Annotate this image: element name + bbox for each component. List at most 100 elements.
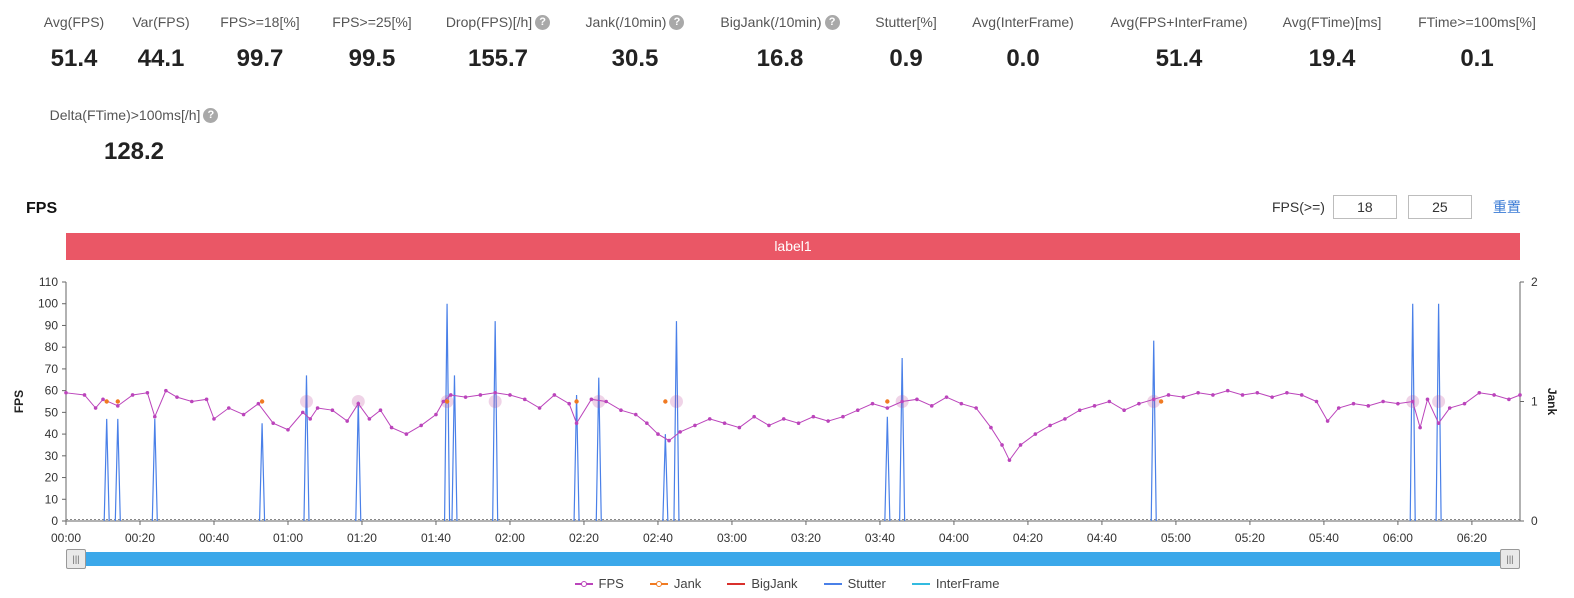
help-icon[interactable]: ?	[203, 107, 219, 123]
fps-point	[1007, 458, 1012, 462]
y-tick-label: 60	[45, 384, 59, 398]
fps-filter-label: FPS(>=)	[1272, 199, 1325, 215]
fps-point	[404, 432, 409, 436]
legend-item[interactable]: BigJank	[727, 576, 798, 591]
fps-point	[441, 399, 446, 404]
metric-value: 51.4	[50, 45, 98, 72]
legend-label: Stutter	[847, 576, 886, 591]
slider-handle-left[interactable]: |||	[66, 549, 86, 569]
metric: Var(FPS) 44.1	[51, 14, 271, 73]
metric: Jank(/10min)? 30.5	[525, 14, 745, 73]
stutter-spike	[303, 375, 310, 522]
fps-point	[767, 423, 771, 428]
metric-label-text: FTime>=100ms[%]	[1418, 14, 1536, 30]
fps-threshold-input-2[interactable]	[1407, 195, 1472, 219]
legend-item[interactable]: FPS	[574, 576, 624, 591]
fps-point	[419, 423, 423, 428]
stutter-spike	[1435, 303, 1442, 522]
fps-point	[1018, 443, 1023, 447]
x-tick-label: 01:20	[347, 531, 377, 545]
legend-label: InterFrame	[935, 576, 1000, 591]
y2-axis-title: Jank	[1545, 388, 1559, 416]
metric-label-text: Stutter[%]	[875, 14, 937, 30]
metric-value: 51.4	[1155, 45, 1203, 72]
y2-tick-label: 1	[1531, 395, 1538, 409]
fps-point	[152, 414, 157, 419]
bigjank-highlight	[1432, 395, 1446, 408]
metric: FPS>=25[%] 99.5	[262, 14, 482, 73]
stutter-spike	[114, 418, 121, 522]
help-icon[interactable]: ?	[824, 14, 840, 30]
fps-point	[841, 414, 845, 419]
fps-point	[1137, 401, 1141, 406]
fps-point	[1436, 421, 1441, 426]
y-tick-label: 110	[39, 275, 58, 289]
slider-handle-right[interactable]: |||	[1500, 549, 1520, 569]
fps-point	[944, 395, 949, 399]
metric-label-text: Delta(FTime)>100ms[/h]	[49, 107, 201, 123]
metric-label-text: FPS>=18[%]	[220, 14, 300, 30]
stutter-spike	[573, 394, 580, 522]
fps-point	[656, 432, 660, 436]
stutter-spike	[1150, 340, 1157, 522]
metric: FPS>=18[%] 99.7	[150, 14, 370, 73]
metric-value: 44.1	[137, 45, 185, 72]
fps-point	[300, 410, 305, 415]
metric-label: Jank(/10min)?	[525, 14, 745, 30]
label-bar[interactable]: label1	[66, 233, 1520, 260]
fps-point	[989, 425, 993, 430]
fps-point	[752, 414, 756, 419]
metric-value: 99.7	[236, 45, 284, 72]
jank-point	[115, 399, 120, 404]
fps-point	[378, 408, 383, 412]
fps-point	[478, 393, 483, 397]
fps-point	[463, 395, 468, 399]
bigjank-highlight	[1147, 395, 1161, 408]
metric-value: 155.7	[467, 45, 529, 72]
x-tick-label: 04:00	[939, 531, 969, 545]
stutter-spike	[595, 377, 602, 522]
x-tick-label: 03:00	[717, 531, 747, 545]
fps-point	[707, 417, 712, 421]
fps-point	[1299, 393, 1304, 397]
fps-point	[1166, 393, 1171, 397]
fps-point	[493, 391, 497, 395]
fps-point	[226, 406, 231, 410]
fps-point	[356, 401, 361, 406]
x-tick-label: 05:20	[1235, 531, 1265, 545]
fps-point	[1181, 395, 1186, 399]
metric-label: Avg(FTime)[ms]	[1222, 14, 1442, 30]
help-icon[interactable]: ?	[669, 14, 685, 30]
legend-item[interactable]: Stutter	[823, 576, 886, 591]
fps-point	[1196, 391, 1200, 395]
reset-button[interactable]: 重置	[1492, 199, 1521, 215]
fps-point	[537, 406, 542, 410]
fps-threshold-input-1[interactable]	[1332, 195, 1397, 219]
metric: Avg(FPS) 51.4	[0, 14, 184, 73]
metric-value: 0.0	[1006, 45, 1040, 72]
jank-point	[574, 399, 579, 404]
fps-point	[130, 393, 135, 397]
x-tick-label: 03:20	[791, 531, 821, 545]
fps-point	[1447, 406, 1452, 410]
legend-item[interactable]: Jank	[649, 576, 701, 591]
stutter-spike	[103, 418, 110, 522]
time-range-slider[interactable]: ||| |||	[66, 549, 1520, 569]
fps-point	[1151, 397, 1156, 402]
help-icon[interactable]: ?	[535, 14, 551, 30]
fps-point	[1396, 401, 1400, 406]
x-tick-label: 02:40	[643, 531, 673, 545]
stutter-spike	[662, 434, 669, 522]
legend-swatch	[649, 577, 668, 591]
legend-item[interactable]: InterFrame	[911, 576, 1000, 591]
fps-point	[1462, 401, 1467, 406]
x-tick-label: 02:00	[495, 531, 525, 545]
fps-point	[204, 397, 209, 402]
metric: Delta(FTime)>100ms[/h]? 128.2	[24, 107, 244, 166]
x-tick-label: 00:40	[199, 531, 229, 545]
y-tick-label: 30	[45, 449, 59, 463]
fps-point	[241, 412, 246, 417]
metric-label: Stutter[%]	[796, 14, 1016, 30]
fps-point	[308, 417, 312, 421]
fps-point	[389, 425, 394, 430]
